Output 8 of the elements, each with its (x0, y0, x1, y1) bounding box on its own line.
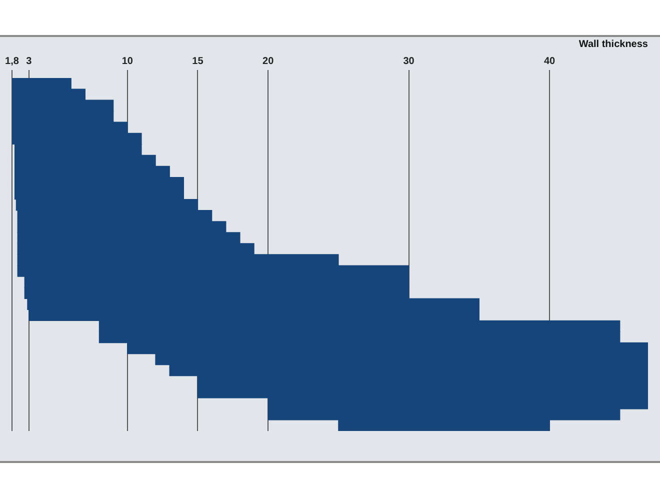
x-tick-label: 15 (192, 56, 204, 67)
x-tick-label: 40 (544, 56, 556, 67)
x-axis-title: Wall thickness (578, 38, 648, 50)
x-tick-label: 10 (122, 56, 134, 67)
x-tick-label: 1,8 (5, 56, 20, 67)
x-tick-label: 3 (26, 56, 32, 67)
x-tick-label: 20 (262, 56, 274, 67)
x-tick-label: 30 (403, 56, 415, 67)
